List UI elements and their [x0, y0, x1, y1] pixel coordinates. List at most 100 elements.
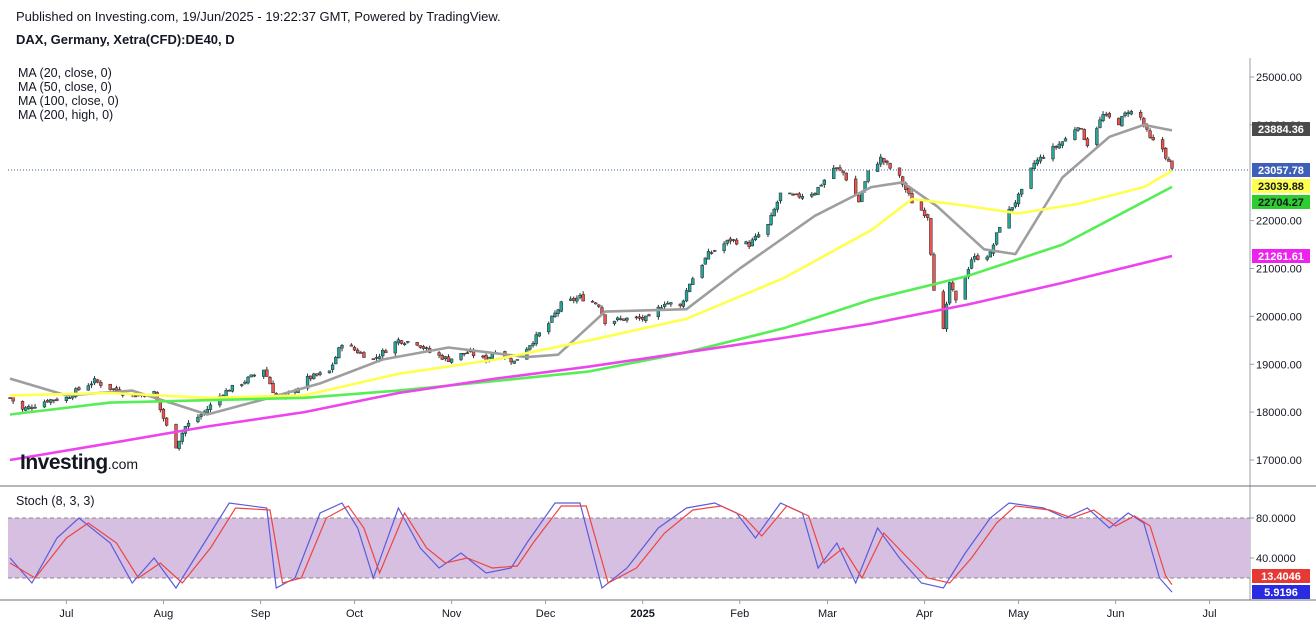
- candle: [1123, 111, 1127, 118]
- candle-body: [196, 416, 200, 423]
- stoch-d-value-badge-bg: [1252, 569, 1310, 583]
- candle-body: [1123, 112, 1127, 117]
- candle-body: [55, 398, 59, 401]
- candle-body: [688, 283, 692, 292]
- candle-body: [816, 186, 820, 195]
- candle: [334, 355, 338, 365]
- ma20-value-badge: 23884.36: [1258, 124, 1304, 136]
- candle: [810, 191, 814, 199]
- candle-body: [1057, 143, 1061, 149]
- candle: [922, 207, 927, 218]
- candle: [1057, 141, 1061, 149]
- candle-body: [713, 250, 717, 252]
- candle-body: [728, 238, 733, 242]
- candle: [196, 414, 200, 424]
- logo-main: Investing: [20, 451, 108, 474]
- candle-body: [1073, 129, 1077, 140]
- candle-body: [973, 256, 977, 260]
- candle: [337, 346, 341, 359]
- candle: [625, 317, 629, 323]
- y-tick-label: 20000.00: [1256, 311, 1302, 323]
- candle: [669, 302, 673, 307]
- candle: [1013, 200, 1018, 209]
- candle: [459, 353, 463, 362]
- candle-body: [991, 244, 996, 254]
- candle: [1164, 147, 1168, 161]
- candle: [42, 399, 47, 408]
- candle-body: [199, 414, 203, 417]
- candle: [622, 318, 626, 321]
- candle: [1151, 134, 1155, 141]
- candle-body: [619, 318, 623, 320]
- candle: [8, 397, 12, 399]
- candle: [164, 417, 169, 427]
- candle: [99, 380, 103, 388]
- candle: [572, 296, 576, 304]
- candle: [265, 366, 269, 377]
- candle: [816, 186, 820, 196]
- candle-body: [772, 208, 776, 217]
- stoch-k-value-badge-bg: [1252, 585, 1310, 599]
- candle-body: [659, 307, 664, 309]
- candle: [550, 315, 554, 323]
- candle-body: [421, 346, 426, 349]
- candle-body: [597, 304, 601, 307]
- candle: [1041, 154, 1046, 159]
- candle-body: [537, 332, 541, 337]
- candle-body: [813, 193, 817, 196]
- candle: [1038, 154, 1043, 164]
- candle: [418, 345, 422, 349]
- ma50-line: [9, 169, 1173, 400]
- candle-body: [700, 265, 704, 278]
- candle-body: [1167, 158, 1171, 162]
- candle: [581, 291, 585, 302]
- candle-body: [778, 192, 783, 202]
- candle: [30, 404, 34, 412]
- candle: [750, 237, 754, 247]
- symbol-title: DAX, Germany, Xetra(CFD):DE40, D: [16, 32, 235, 47]
- published-info: Published on Investing.com, 19/Jun/2025 …: [16, 9, 501, 24]
- candle: [656, 304, 660, 320]
- candle-body: [976, 255, 980, 260]
- candle: [954, 290, 958, 304]
- candle: [49, 398, 53, 406]
- candle: [835, 167, 839, 172]
- candle-body: [1035, 159, 1039, 165]
- candle: [374, 354, 379, 362]
- candle-body: [963, 277, 967, 300]
- candle-body: [572, 298, 576, 301]
- candle-body: [835, 167, 839, 169]
- candle: [133, 395, 137, 398]
- candle: [249, 374, 253, 378]
- candle: [1148, 128, 1152, 139]
- candle-body: [52, 399, 56, 402]
- candle: [462, 352, 466, 357]
- candle-body: [900, 176, 905, 185]
- candle: [603, 314, 607, 326]
- candle-body: [406, 341, 410, 343]
- candle-body: [531, 343, 535, 346]
- candle: [619, 315, 623, 321]
- candle-body: [969, 259, 974, 269]
- candle-body: [490, 353, 494, 359]
- candle: [67, 396, 72, 399]
- candle: [186, 420, 191, 429]
- candle: [797, 191, 801, 199]
- candle: [988, 250, 992, 258]
- candle: [678, 303, 682, 308]
- candle-body: [875, 163, 880, 172]
- candle-body: [1170, 160, 1174, 169]
- candle: [174, 423, 178, 449]
- candle-body: [750, 239, 754, 247]
- candle: [440, 353, 444, 361]
- candle: [844, 172, 848, 182]
- candle: [393, 340, 397, 357]
- candle: [597, 304, 601, 309]
- candle: [352, 345, 357, 352]
- candle-body: [424, 347, 429, 349]
- ma20-legend: MA (20, close, 0): [18, 66, 112, 80]
- candle: [822, 179, 826, 188]
- candle-body: [919, 201, 924, 211]
- candle-body: [111, 388, 116, 390]
